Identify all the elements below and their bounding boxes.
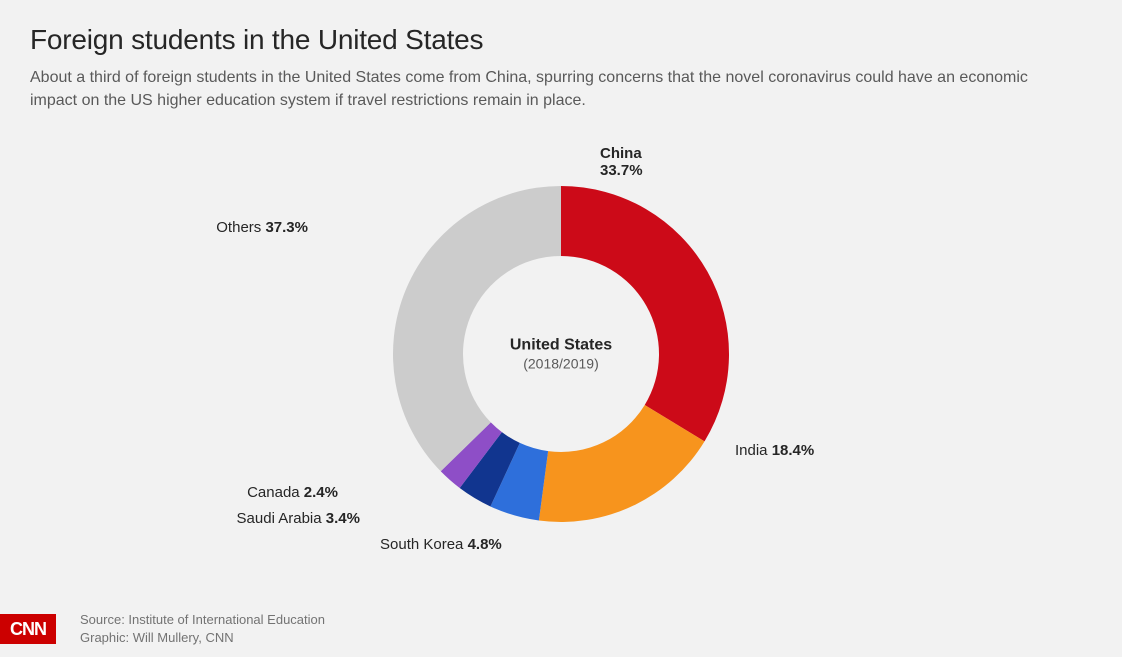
slice-pct-canada: 2.4% bbox=[304, 484, 338, 501]
slice-others bbox=[393, 186, 561, 471]
footer-credit: Graphic: Will Mullery, CNN bbox=[80, 629, 325, 647]
slice-name-china: China bbox=[600, 145, 642, 162]
slice-pct-china: 33.7% bbox=[600, 162, 643, 179]
cnn-logo-badge: CNN bbox=[0, 614, 56, 644]
slice-name-india: India bbox=[735, 442, 768, 459]
slice-pct-india: 18.4% bbox=[772, 442, 815, 459]
chart-area: United States (2018/2019) China33.7% Indi… bbox=[0, 120, 1122, 587]
slice-label-others: Others 37.3% bbox=[216, 219, 308, 236]
slice-label-southkorea: South Korea 4.8% bbox=[380, 536, 502, 553]
slice-name-others: Others bbox=[216, 219, 261, 236]
donut-center-label: United States (2018/2019) bbox=[510, 335, 612, 373]
slice-name-southkorea: South Korea bbox=[380, 536, 463, 553]
slice-label-saudiarabia: Saudi Arabia 3.4% bbox=[237, 510, 360, 527]
slice-pct-others: 37.3% bbox=[265, 219, 308, 236]
slice-label-india: India 18.4% bbox=[735, 442, 814, 459]
slice-pct-southkorea: 4.8% bbox=[468, 536, 502, 553]
center-line1: United States bbox=[510, 335, 612, 355]
slice-name-saudiarabia: Saudi Arabia bbox=[237, 510, 322, 527]
slice-name-canada: Canada bbox=[247, 484, 300, 501]
slice-label-canada: Canada 2.4% bbox=[247, 484, 338, 501]
chart-subtitle: About a third of foreign students in the… bbox=[30, 66, 1070, 112]
center-line2: (2018/2019) bbox=[510, 355, 612, 373]
footer-text: Source: Institute of International Educa… bbox=[80, 611, 325, 646]
slice-china bbox=[561, 186, 729, 441]
slice-label-china: China33.7% bbox=[600, 145, 643, 179]
slice-pct-saudiarabia: 3.4% bbox=[326, 510, 360, 527]
footer-source: Source: Institute of International Educa… bbox=[80, 611, 325, 629]
chart-title: Foreign students in the United States bbox=[30, 24, 1092, 56]
chart-footer: CNN Source: Institute of International E… bbox=[0, 601, 1122, 657]
chart-card: Foreign students in the United States Ab… bbox=[0, 0, 1122, 657]
